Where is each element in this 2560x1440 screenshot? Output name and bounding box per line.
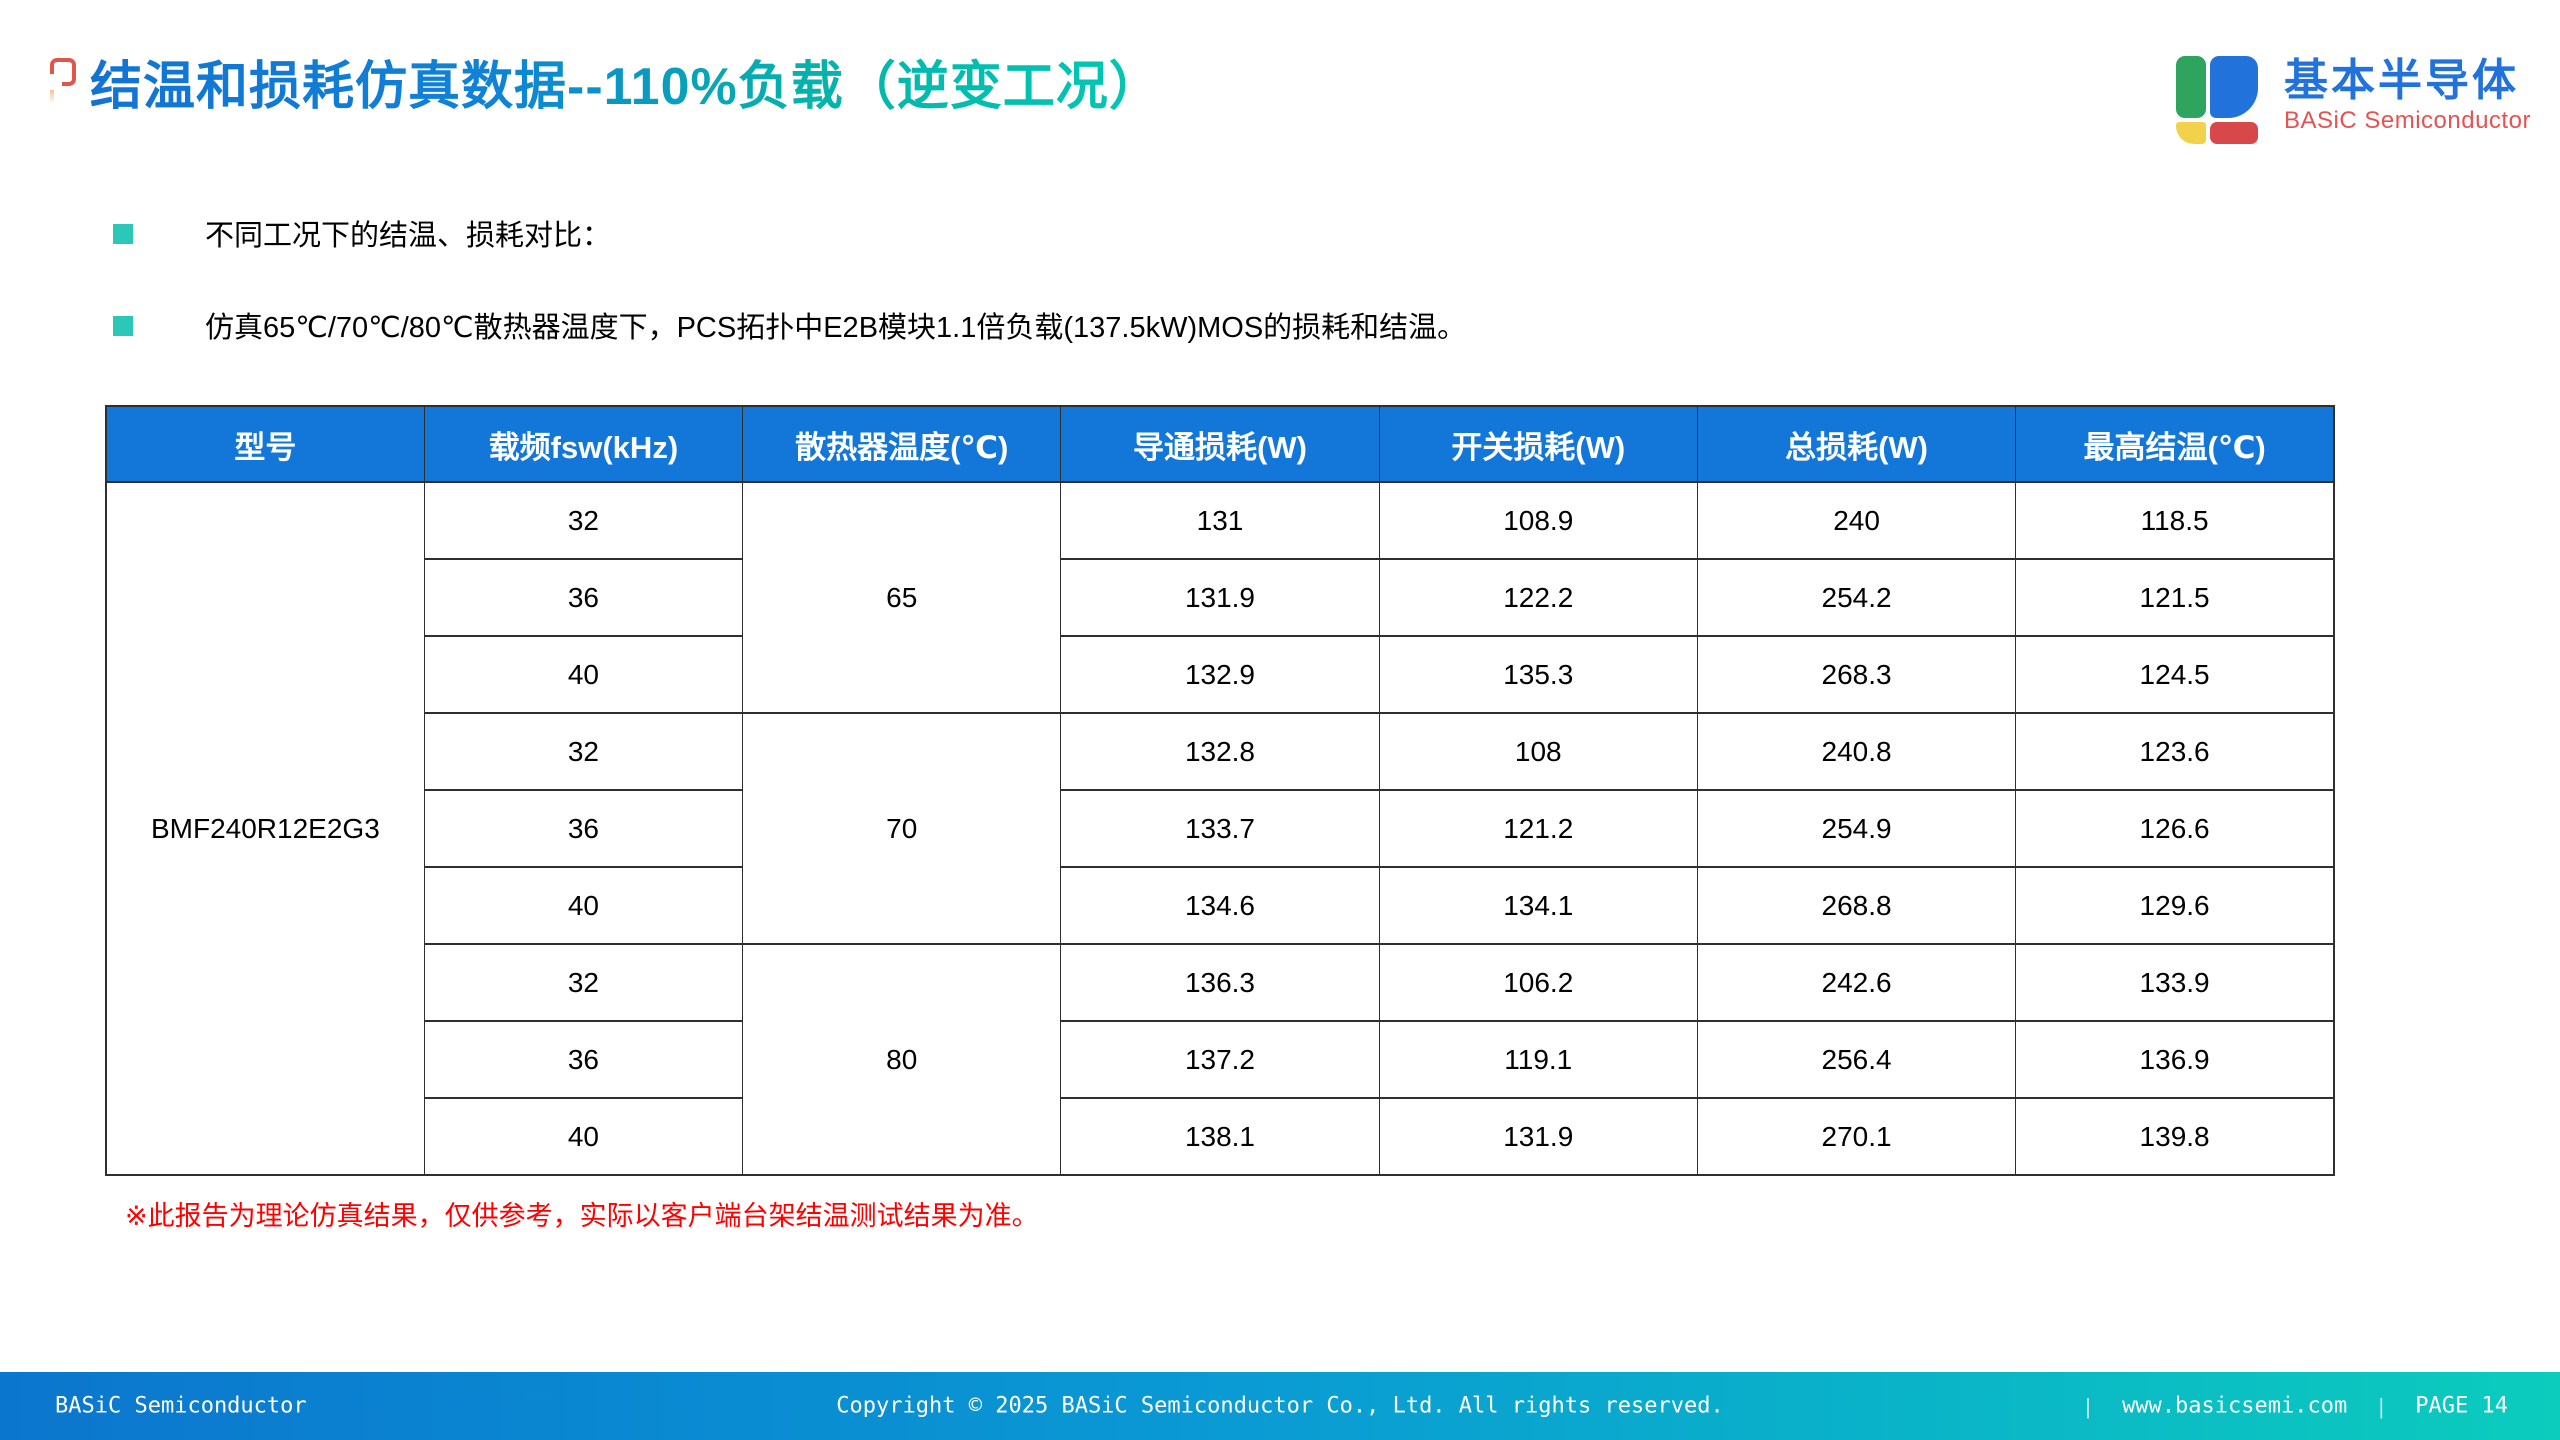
max-tj-cell: 136.9 xyxy=(2015,1020,2335,1099)
table-row: BMF240R12E2G3 32 65 131 108.9 240 118.5 xyxy=(105,481,2335,1176)
table-row: 40 138.1 131.9 270.1 139.8 xyxy=(106,1097,2335,1176)
company-logo: 基本半导体 BASiC Semiconductor xyxy=(2176,56,2531,144)
page-title: 结温和损耗仿真数据--110%负载（逆变工况） xyxy=(90,44,1162,119)
sw-loss-cell: 121.2 xyxy=(1378,789,1698,868)
fsw-cell: 32 xyxy=(423,943,744,1022)
table-body: BMF240R12E2G3 32 65 131 108.9 240 118.5 36 131.9… xyxy=(105,481,2335,1176)
table-header-row: 型号 载频fsw(kHz) 散热器温度(℃) 导通损耗(W) 开关损耗(W) 总损耗(W)… xyxy=(105,405,2335,483)
max-tj-cell: 129.6 xyxy=(2015,866,2335,945)
total-loss-cell: 254.2 xyxy=(1696,558,2017,637)
cond-loss-cell: 133.7 xyxy=(1060,789,1380,868)
column-header-1: 载频fsw(kHz) xyxy=(423,405,744,483)
sw-loss-cell: 108 xyxy=(1378,712,1698,791)
footer-page-number: PAGE 14 xyxy=(2415,1393,2508,1419)
footer-separator: | xyxy=(2082,1394,2095,1418)
heatsink-temp-cell: 80 xyxy=(742,943,1062,1176)
column-header-5: 总损耗(W) xyxy=(1696,405,2017,483)
logo-mark-icon xyxy=(2176,56,2258,144)
max-tj-cell: 121.5 xyxy=(2015,558,2335,637)
disclaimer-note: ※此报告为理论仿真结果，仅供参考，实际以客户端台架结温测试结果为准。 xyxy=(125,1201,1039,1231)
column-header-6: 最高结温(℃) xyxy=(2015,405,2335,483)
table-row: 32 80 136.3 106.2 242.6 133.9 xyxy=(106,943,2335,1176)
cond-loss-cell: 131.9 xyxy=(1060,558,1380,637)
bullet-square-icon xyxy=(113,316,133,336)
max-tj-cell: 118.5 xyxy=(2015,481,2335,560)
logo-name-en: BASiC Semiconductor xyxy=(2284,107,2531,134)
title-decor-icon xyxy=(48,58,78,104)
heatsink-temp-cell: 70 xyxy=(742,712,1062,945)
cond-loss-cell: 134.6 xyxy=(1060,866,1380,945)
fsw-cell: 40 xyxy=(423,866,744,945)
fsw-cell: 36 xyxy=(423,789,744,868)
bullet-text: 不同工况下的结温、损耗对比： xyxy=(205,220,612,252)
max-tj-cell: 123.6 xyxy=(2015,712,2335,791)
max-tj-cell: 139.8 xyxy=(2015,1097,2335,1176)
footer-company: BASiC Semiconductor xyxy=(55,1393,307,1419)
max-tj-cell: 133.9 xyxy=(2015,943,2335,1022)
total-loss-cell: 270.1 xyxy=(1696,1097,2017,1176)
table-row: 36 133.7 121.2 254.9 126.6 xyxy=(106,789,2335,868)
bullet-text: 仿真65℃/70℃/80℃散热器温度下，PCS拓扑中E2B模块1.1倍负载(13… xyxy=(205,312,1467,344)
cond-loss-cell: 136.3 xyxy=(1060,943,1380,1022)
fsw-cell: 32 xyxy=(423,481,744,560)
cond-loss-cell: 138.1 xyxy=(1060,1097,1380,1176)
fsw-cell: 32 xyxy=(423,712,744,791)
sw-loss-cell: 122.2 xyxy=(1378,558,1698,637)
logo-name-cn: 基本半导体 xyxy=(2284,56,2519,105)
sw-loss-cell: 134.1 xyxy=(1378,866,1698,945)
heatsink-temp-cell: 65 xyxy=(742,481,1062,714)
max-tj-cell: 126.6 xyxy=(2015,789,2335,868)
table-row: 36 131.9 122.2 254.2 121.5 xyxy=(106,558,2335,637)
sw-loss-cell: 119.1 xyxy=(1378,1020,1698,1099)
fsw-cell: 36 xyxy=(423,1020,744,1099)
logo-text: 基本半导体 BASiC Semiconductor xyxy=(2284,56,2531,136)
fsw-cell: 36 xyxy=(423,558,744,637)
footer-website: www.basicsemi.com xyxy=(2122,1393,2348,1419)
bullet-item: 仿真65℃/70℃/80℃散热器温度下，PCS拓扑中E2B模块1.1倍负载(13… xyxy=(113,310,1466,346)
footer-copyright: Copyright © 2025 BASiC Semiconductor Co.… xyxy=(836,1393,1724,1419)
total-loss-cell: 268.8 xyxy=(1696,866,2017,945)
column-header-4: 开关损耗(W) xyxy=(1378,405,1698,483)
total-loss-cell: 256.4 xyxy=(1696,1020,2017,1099)
sw-loss-cell: 131.9 xyxy=(1378,1097,1698,1176)
fsw-cell: 40 xyxy=(423,1097,744,1176)
footer-right: | www.basicsemi.com | PAGE 14 xyxy=(2082,1394,2508,1419)
sw-loss-cell: 108.9 xyxy=(1378,481,1698,560)
table-row: 36 137.2 119.1 256.4 136.9 xyxy=(106,1020,2335,1099)
bullet-square-icon xyxy=(113,224,133,244)
bullet-item: 不同工况下的结温、损耗对比： xyxy=(113,218,1466,254)
column-header-0: 型号 xyxy=(105,405,425,483)
total-loss-cell: 254.9 xyxy=(1696,789,2017,868)
cond-loss-cell: 132.8 xyxy=(1060,712,1380,791)
cond-loss-cell: 137.2 xyxy=(1060,1020,1380,1099)
logo-tile-yellow xyxy=(2176,122,2206,144)
total-loss-cell: 240 xyxy=(1696,481,2017,560)
column-header-2: 散热器温度(℃) xyxy=(742,405,1062,483)
table-row: 40 132.9 135.3 268.3 124.5 xyxy=(106,635,2335,714)
cond-loss-cell: 132.9 xyxy=(1060,635,1380,714)
fsw-cell: 40 xyxy=(423,635,744,714)
simulation-data-table: 型号 载频fsw(kHz) 散热器温度(℃) 导通损耗(W) 开关损耗(W) 总损耗(W)… xyxy=(105,405,2335,1176)
sw-loss-cell: 135.3 xyxy=(1378,635,1698,714)
logo-tile-red xyxy=(2210,122,2258,144)
model-cell: BMF240R12E2G3 xyxy=(105,481,425,1176)
total-loss-cell: 240.8 xyxy=(1696,712,2017,791)
footer-separator: | xyxy=(2375,1394,2388,1418)
sw-loss-cell: 106.2 xyxy=(1378,943,1698,1022)
total-loss-cell: 268.3 xyxy=(1696,635,2017,714)
max-tj-cell: 124.5 xyxy=(2015,635,2335,714)
footer-bar: BASiC Semiconductor Copyright © 2025 BAS… xyxy=(0,1372,2560,1440)
bullet-list: 不同工况下的结温、损耗对比： 仿真65℃/70℃/80℃散热器温度下，PCS拓扑… xyxy=(113,218,1466,402)
column-header-3: 导通损耗(W) xyxy=(1060,405,1380,483)
logo-tile-green xyxy=(2176,56,2206,118)
table-row: 40 134.6 134.1 268.8 129.6 xyxy=(106,866,2335,945)
logo-tile-blue xyxy=(2210,56,2258,118)
cond-loss-cell: 131 xyxy=(1060,481,1380,560)
total-loss-cell: 242.6 xyxy=(1696,943,2017,1022)
table-row: 32 70 132.8 108 240.8 123.6 xyxy=(106,712,2335,945)
